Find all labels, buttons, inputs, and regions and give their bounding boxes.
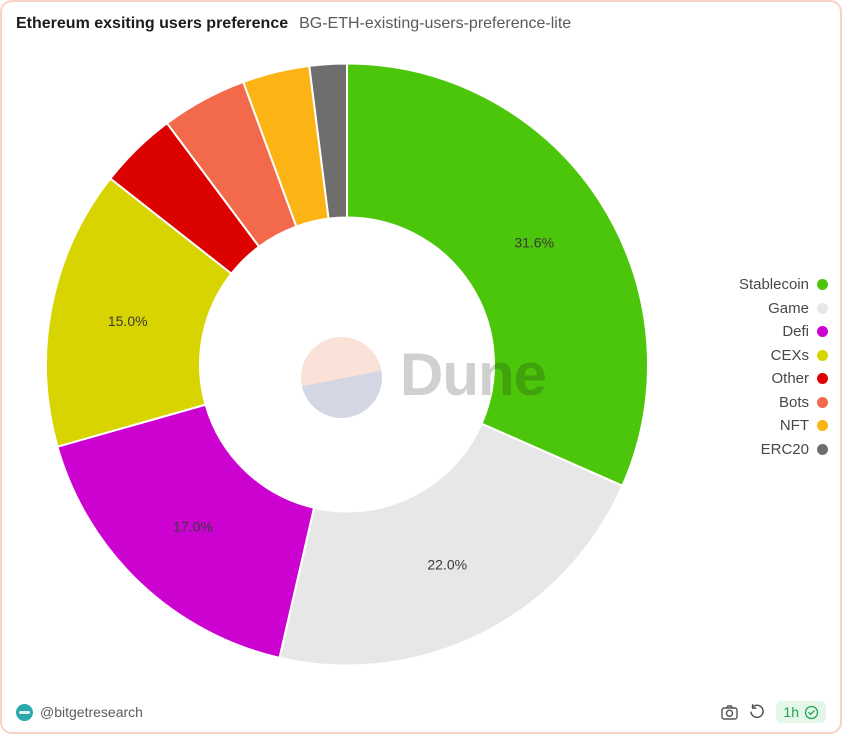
footer-actions: 1h — [721, 701, 826, 723]
camera-icon — [721, 704, 739, 720]
slice-label-game: 22.0% — [427, 556, 467, 572]
legend-color-dot — [817, 279, 828, 291]
legend-label: Stablecoin — [738, 276, 809, 294]
legend-color-dot — [817, 302, 828, 314]
screenshot-button[interactable] — [721, 704, 739, 720]
legend-item-other[interactable]: Other — [739, 367, 828, 391]
legend-item-nft[interactable]: NFT — [739, 414, 828, 438]
slice-label-cexs: 15.0% — [108, 313, 148, 329]
legend-label: Game — [768, 299, 809, 317]
check-badge-icon — [804, 705, 819, 719]
slice-game[interactable] — [278, 422, 624, 667]
author-handle: @bitgetresearch — [40, 704, 143, 720]
legend-label: CEXs — [770, 346, 809, 364]
legend-label: Bots — [778, 393, 809, 411]
legend-item-bots[interactable]: Bots — [739, 391, 828, 415]
chart-header: Ethereum exsiting users preference BG-ET… — [2, 2, 840, 49]
chart-subtitle: BG-ETH-existing-users-preference-lite — [299, 15, 572, 32]
bitget-avatar — [16, 703, 33, 721]
legend-item-defi[interactable]: Defi — [739, 320, 828, 344]
legend-color-dot — [817, 420, 828, 432]
legend-color-dot — [817, 349, 828, 361]
footer-author[interactable]: @bitgetresearch — [16, 703, 143, 721]
donut-chart: 31.6% 22.0% 17.0% 15.0% — [45, 62, 649, 667]
freshness-text: 1h — [783, 704, 799, 720]
legend-item-erc20[interactable]: ERC20 — [739, 438, 828, 462]
legend-item-game[interactable]: Game — [739, 297, 828, 321]
legend-color-dot — [817, 443, 828, 455]
refresh-icon — [750, 704, 765, 719]
freshness-badge[interactable]: 1h — [776, 701, 826, 723]
legend-color-dot — [817, 373, 828, 385]
slice-defi[interactable] — [56, 403, 316, 660]
legend-label: Defi — [782, 323, 809, 341]
chart-title: Ethereum exsiting users preference — [16, 15, 289, 32]
legend-label: NFT — [779, 417, 809, 435]
slice-erc20[interactable] — [308, 62, 348, 220]
legend-item-cexs[interactable]: CEXs — [739, 344, 828, 368]
legend-label: Other — [771, 370, 809, 388]
legend-item-stablecoin[interactable]: Stablecoin — [739, 273, 828, 297]
chart-footer: @bitgetresearch 1h — [2, 692, 840, 732]
slice-label-defi: 17.0% — [173, 518, 213, 534]
refresh-button[interactable] — [749, 704, 765, 720]
legend-label: ERC20 — [760, 440, 809, 458]
legend-color-dot — [817, 396, 828, 408]
legend-color-dot — [817, 326, 828, 338]
slice-cexs[interactable] — [45, 177, 233, 448]
legend: Stablecoin Game Defi CEXs Other Bots NFT ERC20 — [739, 273, 828, 461]
slice-stablecoin[interactable] — [346, 62, 649, 488]
slice-label-stablecoin: 31.6% — [514, 234, 554, 250]
chart-area: 31.6% 22.0% 17.0% 15.0% Dune Stablecoin Game… — [2, 49, 840, 692]
